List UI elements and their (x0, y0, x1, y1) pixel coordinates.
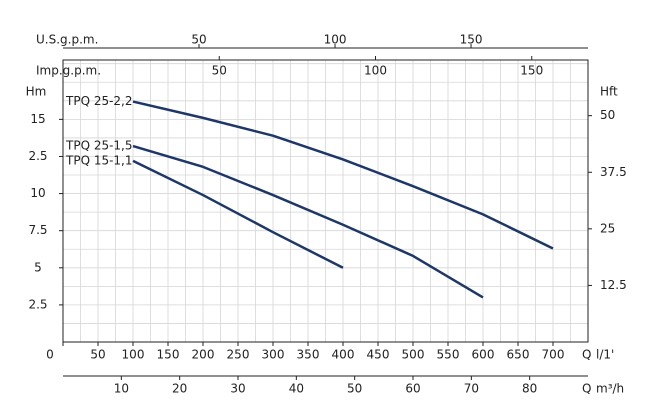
x-tick-label: 700 (542, 348, 565, 362)
x-tick-label: 350 (297, 348, 320, 362)
top-tick-label: 50 (212, 64, 227, 78)
y2-axis-label: Hft (600, 85, 618, 99)
x-tick-label: 450 (367, 348, 390, 362)
top-tick-label: 100 (364, 64, 387, 78)
curve (132, 100, 554, 250)
curve-label: TPQ 25-2,2 (65, 94, 133, 108)
x-tick-label: 400 (332, 348, 355, 362)
bottom-tick-label: 10 (114, 382, 129, 396)
x-axis-q: Q (582, 348, 591, 362)
y-axis-label: Hm (26, 85, 47, 99)
x-tick-label: 200 (192, 348, 215, 362)
y2-tick-label: 37.5 (600, 165, 627, 179)
y-tick-label: 2.5 (28, 149, 47, 163)
top-tick-label: 50 (191, 33, 206, 47)
x-tick-label: 150 (157, 348, 180, 362)
y-tick-label: 15 (30, 112, 45, 126)
x-tick-label: 0 (46, 348, 54, 362)
y2-tick-label: 12.5 (600, 278, 627, 292)
y2-tick-label: 25 (600, 221, 615, 235)
x-tick-label: 650 (507, 348, 530, 362)
bottom-tick-label: 60 (405, 382, 420, 396)
y-tick-label: 2.5 (28, 297, 47, 311)
x-axis-label: l/1' (596, 348, 614, 362)
bottom-tick-label: 30 (230, 382, 245, 396)
bottom-tick-label: 40 (289, 382, 304, 396)
y2-tick-label: 50 (600, 108, 615, 122)
bottom-tick-label: 80 (522, 382, 537, 396)
curve (132, 144, 484, 299)
bottom-tick-label: 20 (172, 382, 187, 396)
y-tick-label: 7.5 (28, 223, 47, 237)
bottom-axis-label: m³/h (596, 382, 624, 396)
x-tick-label: 250 (227, 348, 250, 362)
top-axis-label: U.S.g.p.m. (36, 33, 98, 47)
curve-label: TPQ 15-1,1 (65, 153, 133, 167)
x-tick-label: 300 (262, 348, 285, 362)
bottom-tick-label: 70 (464, 382, 479, 396)
bottom-axis-q: Q (582, 382, 591, 396)
x-tick-label: 100 (122, 348, 145, 362)
curve (132, 159, 344, 269)
top-axis-label: Imp.g.p.m. (36, 64, 101, 78)
y-tick-label: 10 (30, 186, 45, 200)
top-tick-label: 150 (520, 64, 543, 78)
x-tick-label: 50 (90, 348, 105, 362)
y-tick-label: 5 (34, 260, 42, 274)
x-tick-label: 600 (472, 348, 495, 362)
bottom-tick-label: 50 (347, 382, 362, 396)
x-tick-label: 500 (402, 348, 425, 362)
top-tick-label: 150 (460, 33, 483, 47)
curve-label: TPQ 25-1,5 (65, 139, 133, 153)
top-tick-label: 100 (324, 33, 347, 47)
x-tick-label: 550 (437, 348, 460, 362)
